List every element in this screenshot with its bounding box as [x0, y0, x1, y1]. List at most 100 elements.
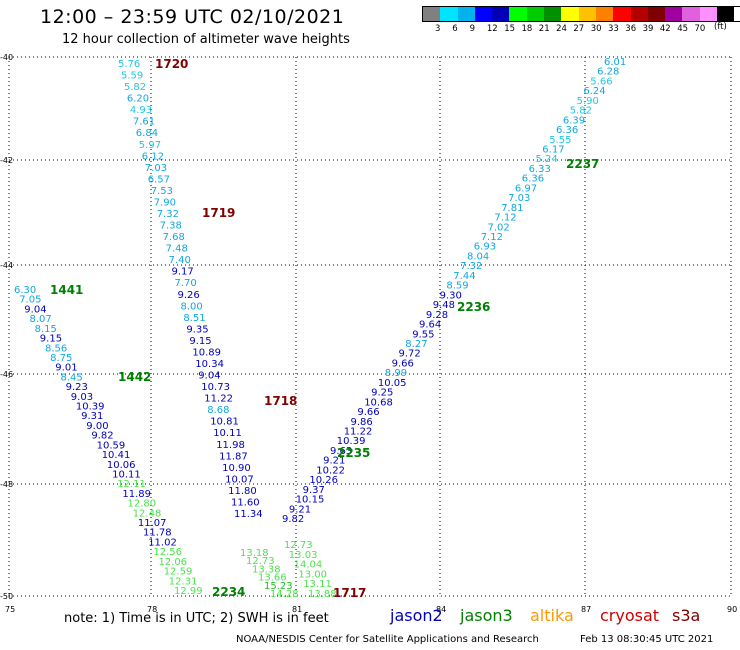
wave-height-label: 9.82 [91, 431, 113, 442]
wave-height-label: 7.44 [453, 271, 475, 282]
wave-height-label: 10.59 [97, 440, 126, 451]
map-grid [8, 56, 732, 597]
wave-height-label: 6.24 [583, 86, 605, 97]
wave-height-label: 8.59 [446, 281, 468, 292]
wave-height-label: 9.30 [440, 290, 462, 301]
wave-height-label: 9.48 [433, 300, 455, 311]
wave-height-label: 10.22 [316, 465, 345, 476]
wave-height-label: 10.34 [195, 359, 224, 370]
wave-height-label: 10.41 [102, 450, 131, 461]
wave-height-label: 12.56 [153, 547, 182, 558]
y-tick-label: -48 [0, 480, 13, 489]
wave-height-label: 8.04 [467, 252, 489, 263]
wave-height-label: 13.00 [298, 569, 327, 580]
x-tick-label: 84 [436, 605, 446, 614]
legend-labels: 3 6 9 12 15 18 21 24 27 30 33 36 39 42 45 70 [422, 22, 740, 34]
wave-height-label: 12.73 [284, 540, 313, 551]
wave-height-label: 8.07 [30, 314, 52, 325]
wave-height-label: 11.89 [122, 489, 151, 500]
wave-height-label: 9.31 [81, 411, 103, 422]
legend-tick-label: 45 [677, 24, 689, 34]
wave-height-label: 10.07 [225, 474, 254, 485]
legend-swatch [457, 7, 475, 21]
satellite-tracks: 5.765.595.826.204.937.616.845.976.127.03… [14, 57, 626, 600]
wave-height-label: 9.21 [323, 456, 345, 467]
wave-height-label: 9.04 [24, 304, 46, 315]
wave-height-label: 9.63 [330, 446, 352, 457]
wave-height-label: 9.28 [426, 310, 448, 321]
x-tick-label: 90 [727, 605, 737, 614]
legend-swatch [699, 7, 718, 21]
wave-height-label: 6.12 [142, 151, 164, 162]
wave-height-label: 7.40 [169, 255, 191, 266]
legend-tick-label: 3 [435, 24, 441, 34]
legend-swatch [630, 7, 648, 21]
wave-height-label: 6.01 [604, 57, 626, 68]
wave-height-label: 5.59 [121, 71, 143, 82]
legend-tick-label: 12 [486, 24, 498, 34]
wave-height-label: 8.75 [50, 353, 72, 364]
wave-height-label: 5.76 [118, 59, 140, 70]
wave-height-label: 14.04 [294, 560, 323, 571]
wave-height-label: 6.57 [148, 174, 170, 185]
wave-height-label: 8.15 [35, 324, 57, 335]
time-stamp-1719: 1719 [202, 206, 235, 220]
wave-height-label: 7.38 [160, 221, 182, 232]
wave-height-label: 11.22 [344, 427, 373, 438]
wave-height-label: 8.51 [183, 313, 205, 324]
legend-swatch [492, 7, 510, 21]
y-tick-label: -50 [0, 592, 13, 601]
legend-swatch [578, 7, 596, 21]
legend-color-bar [422, 6, 740, 22]
wave-height-label: 12.31 [169, 576, 198, 587]
wave-height-label: 10.39 [76, 402, 105, 413]
y-tick-label: -40 [0, 53, 13, 62]
wave-height-label: 7.53 [151, 186, 173, 197]
legend-tick-label: 30 [590, 24, 602, 34]
wave-height-label: 10.26 [309, 475, 338, 486]
wave-height-label: 13.38 [252, 564, 281, 575]
legend-swatch [717, 7, 735, 21]
axis-ticks: 75 78 81 84 87 90 -40 -42 -44 -46 -48 -50 [0, 53, 737, 614]
time-stamp-2237: 2237 [566, 157, 599, 171]
wave-height-label: 8.45 [61, 372, 83, 383]
track-2237: 6.016.285.666.245.905.826.396.365.556.17… [282, 57, 626, 525]
wave-height-label: 12.80 [128, 499, 157, 510]
wave-height-label: 11.78 [143, 528, 172, 539]
wave-height-label: 6.93 [474, 242, 496, 253]
time-stamp-2234: 2234 [212, 585, 245, 599]
wave-height-label: 6.84 [136, 128, 158, 139]
wave-height-label: 12.99 [174, 586, 203, 597]
legend-tick-label: 36 [625, 24, 637, 34]
wave-height-label: 13.18 [240, 548, 269, 559]
legend-tick-label: 18 [521, 24, 533, 34]
wave-height-label: 5.82 [570, 106, 592, 117]
wave-height-label: 9.23 [66, 382, 88, 393]
wave-height-label: 5.66 [590, 76, 612, 87]
wave-height-label: 11.87 [219, 451, 248, 462]
legend-tick-label: 21 [538, 24, 550, 34]
wave-height-label: 7.90 [154, 198, 176, 209]
wave-height-label: 9.82 [282, 514, 304, 525]
legend-unit: (ft) [714, 22, 727, 32]
time-stamp-1718: 1718 [264, 394, 297, 408]
wave-height-label: 12.11 [117, 479, 146, 490]
satellite-altika-label: altika [530, 606, 574, 625]
wave-height-label: 9.15 [189, 336, 211, 347]
map-subtitle: 12 hour collection of altimeter wave hei… [62, 32, 350, 47]
legend-swatch [440, 7, 458, 21]
track-1441: 6.307.059.048.078.159.158.568.759.018.45… [14, 283, 203, 597]
wave-height-label: 10.11 [213, 428, 242, 439]
wave-height-label: 13.88 [308, 589, 337, 600]
footer-note: note: 1) Time is in UTC; 2) SWH is in fe… [64, 611, 329, 626]
wave-height-label: 12.06 [159, 557, 188, 568]
legend-swatch [474, 7, 493, 21]
satellite-jason3-label: jason3 [460, 606, 513, 625]
wave-height-label: 9.15 [40, 334, 62, 345]
wave-height-label: 13.11 [303, 579, 332, 590]
wave-height-label: 10.39 [337, 436, 366, 447]
wave-height-label: 9.35 [186, 324, 208, 335]
wave-height-label: 8.00 [181, 301, 203, 312]
